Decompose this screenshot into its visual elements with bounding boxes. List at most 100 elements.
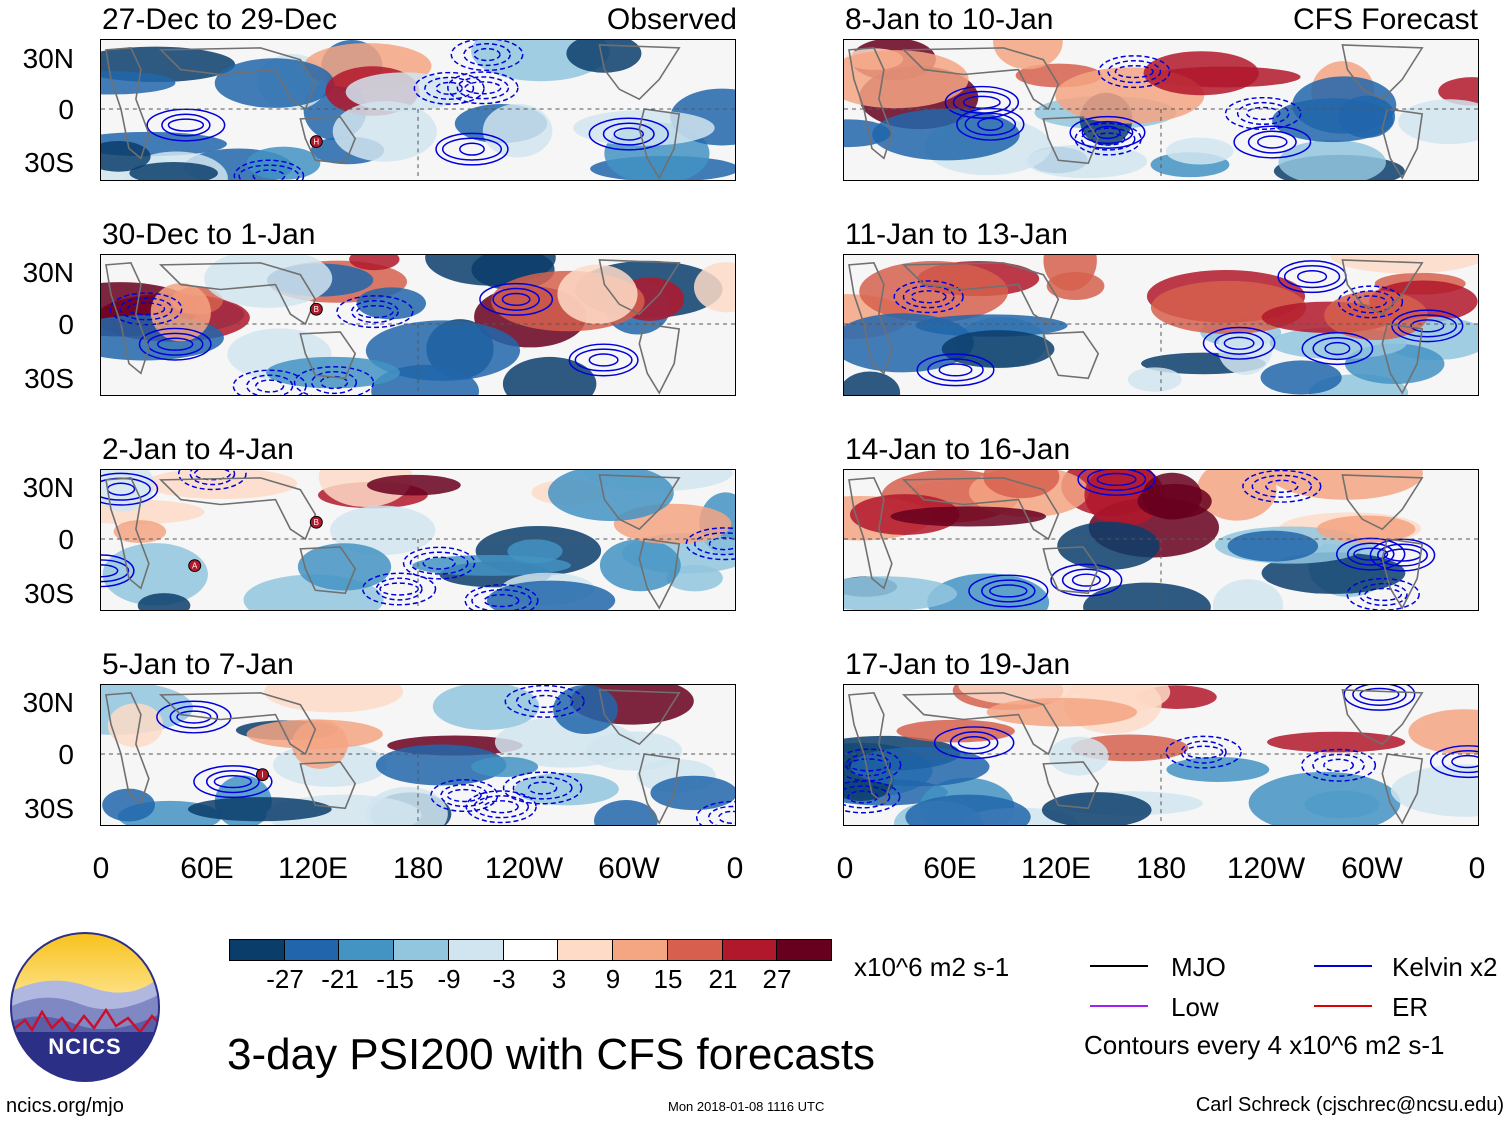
kelvin-contour (293, 366, 375, 395)
kelvin-contour (1091, 132, 1126, 146)
panel-title-obs-2: 2-Jan to 4-Jan (102, 433, 294, 466)
legend-line-mjo (1090, 965, 1148, 967)
colorbar-swatch (722, 940, 778, 960)
anomaly-shading (650, 775, 735, 811)
kelvin-contour (441, 137, 503, 161)
kelvin-contour (463, 42, 511, 67)
kelvin-contour (1183, 745, 1224, 759)
coastline (1042, 761, 1100, 810)
kelvin-contour (1224, 96, 1302, 130)
kelvin-contour (167, 118, 205, 132)
anomaly-shading (482, 103, 553, 158)
kelvin-contour (1069, 115, 1146, 149)
kelvin-contour (456, 76, 510, 100)
kelvin-contour (1346, 542, 1395, 566)
kelvin-contour (512, 776, 573, 800)
kelvin-contour (446, 788, 482, 803)
kelvin-contour (1080, 127, 1136, 151)
kelvin-contour (101, 559, 130, 583)
lat-label-30n: 30N (22, 43, 74, 74)
lat-label-30s: 30S (24, 363, 74, 394)
colorbar-units: x10^6 m2 s-1 (854, 952, 1010, 982)
anomaly-shading (844, 50, 969, 109)
anomaly-shading (915, 314, 1068, 337)
lon-label-fc-180: 180 (1135, 852, 1187, 885)
anomaly-shading (693, 262, 735, 313)
storm-marker-label: B (314, 305, 319, 314)
kelvin-contour (473, 795, 529, 819)
kelvin-contour (1301, 748, 1377, 782)
anomaly-shading (1057, 521, 1160, 570)
anomaly-shading (502, 356, 597, 395)
kelvin-contour (459, 142, 485, 156)
anomaly-shading (986, 697, 1138, 727)
lon-label-fc-0: 0 (836, 852, 854, 885)
kelvin-contour (844, 785, 891, 809)
kelvin-contour (1061, 568, 1111, 592)
anomaly-shading (102, 788, 155, 822)
kelvin-contour (361, 572, 437, 606)
map-graphic (844, 40, 1478, 180)
kelvin-contour (1050, 563, 1123, 597)
anomaly-shading (1127, 367, 1182, 392)
anomaly-shading (666, 564, 723, 592)
kelvin-contour (483, 800, 519, 814)
kelvin-contour (504, 685, 585, 718)
coastline (1381, 323, 1424, 395)
kelvin-contour (205, 770, 260, 794)
colorbar-tick: -15 (376, 964, 414, 994)
colorbar-tick: 21 (708, 964, 738, 994)
kelvin-contour (1071, 573, 1101, 587)
legend-line-er (1314, 1005, 1372, 1007)
colorbar-swatch (503, 940, 559, 960)
kelvin-contour (968, 574, 1049, 608)
anomaly-shading (872, 108, 1020, 161)
anomaly-shading (366, 474, 461, 496)
kelvin-contour (156, 700, 232, 734)
anomaly-shading (187, 797, 332, 822)
coastline (598, 689, 681, 746)
colorbar-tick: -27 (266, 964, 304, 994)
coastline (901, 692, 1060, 756)
panel-title-fc-2: 14-Jan to 16-Jan (845, 433, 1071, 466)
logo-text: NCICS (48, 1034, 121, 1059)
kelvin-contour (176, 710, 212, 724)
kelvin-contour (956, 107, 1025, 141)
colorbar-swatch (558, 940, 614, 960)
kelvin-contour (1236, 101, 1290, 126)
kelvin-contour (588, 117, 669, 151)
coastline (105, 477, 150, 590)
kelvin-contour (962, 95, 1001, 109)
anomaly-shading (264, 685, 404, 713)
kelvin-contour (1301, 332, 1374, 366)
coastline (901, 262, 1060, 326)
lat-label-30n: 30N (22, 472, 74, 503)
anomaly-shading (471, 756, 539, 777)
anomaly-shading (1083, 582, 1211, 610)
storm-marker: B (309, 515, 323, 529)
anomaly-shading (1025, 144, 1148, 179)
lat-label-30s: 30S (24, 147, 74, 178)
lat-label-30n: 30N (22, 687, 74, 718)
kelvin-contour (1391, 309, 1464, 343)
kelvin-contour (910, 290, 947, 304)
lat-label-eq: 0 (58, 524, 74, 555)
anomaly-shading (1041, 792, 1152, 825)
anomaly-shading (557, 264, 638, 324)
coastline (1341, 689, 1424, 746)
anomaly-shading (113, 520, 167, 544)
kelvin-contour (844, 780, 901, 814)
colorbar-swatch (230, 940, 285, 960)
storm-marker-label: H (313, 138, 319, 147)
coastline (1341, 259, 1424, 316)
footer-url: ncics.org/mjo (6, 1095, 124, 1117)
colorbar-tick: -3 (492, 964, 516, 994)
anomaly-shading (266, 356, 400, 389)
map-graphic: I (101, 685, 735, 825)
map-panel-fc-0 (843, 39, 1479, 181)
coastline (848, 262, 893, 375)
footer-author: Carl Schreck (cjschrec@ncsu.edu) (1195, 1094, 1504, 1116)
coastline (598, 44, 681, 101)
kelvin-contour (1352, 685, 1407, 706)
